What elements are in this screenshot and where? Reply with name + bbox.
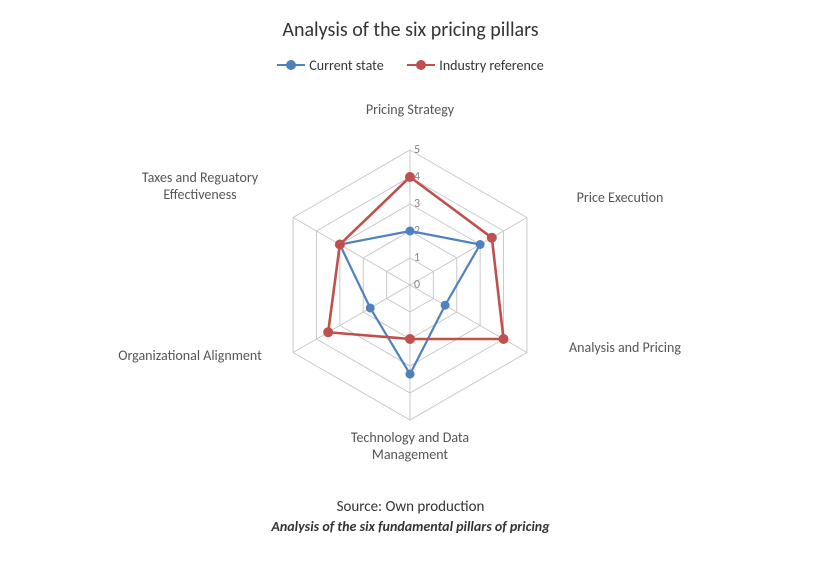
axis-label: Analysis and Pricing (555, 340, 695, 357)
tick-label: 2 (414, 224, 420, 238)
tick-label: 3 (414, 197, 420, 211)
axis-label: Price Execution (560, 190, 680, 207)
chart-caption: Analysis of the six fundamental pillars … (0, 518, 821, 535)
axis-label: Taxes and Reguatory Effectiveness (120, 170, 280, 204)
tick-label: 5 (414, 143, 420, 157)
axis-label: Technology and Data Management (335, 430, 485, 464)
axis-label: Pricing Strategy (360, 102, 460, 119)
radar-chart (0, 0, 821, 564)
axis-label: Organizational Alignment (110, 348, 270, 365)
tick-label: 0 (414, 278, 420, 292)
chart-source: Source: Own production (0, 498, 821, 516)
tick-label: 1 (414, 251, 420, 265)
tick-label: 4 (414, 170, 420, 184)
